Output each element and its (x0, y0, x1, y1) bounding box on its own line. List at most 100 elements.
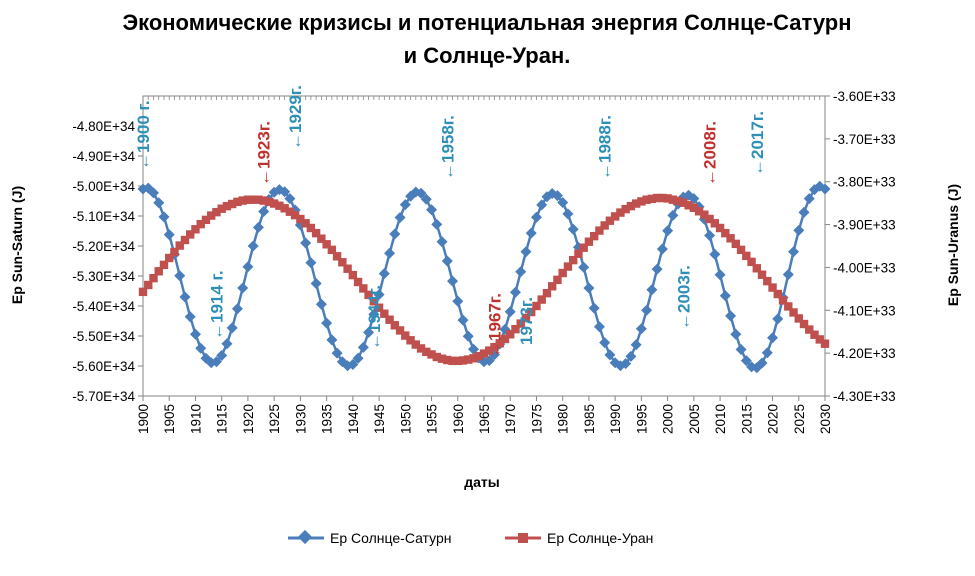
left-y-axis-label: Ep Sun-Saturn (J) (9, 186, 25, 304)
data-point (464, 355, 473, 364)
data-point (348, 270, 358, 280)
x-tick-label: 1955 (425, 404, 440, 434)
data-point (321, 317, 333, 329)
data-point (537, 295, 546, 304)
data-point (567, 223, 579, 235)
left-tick-label: -5.30E+34 (72, 269, 135, 284)
data-point (138, 287, 148, 297)
data-point (411, 340, 420, 349)
data-point (700, 210, 709, 219)
x-tick-label: 1970 (503, 404, 518, 434)
data-point (175, 241, 184, 250)
data-point (778, 296, 788, 305)
data-point (311, 228, 321, 238)
data-point (772, 313, 784, 325)
data-point (331, 347, 343, 359)
data-point (310, 278, 322, 289)
data-point (589, 231, 599, 241)
data-point (694, 207, 704, 216)
left-tick-label: -5.20E+34 (72, 239, 135, 254)
data-point (788, 246, 800, 258)
data-point (709, 248, 721, 260)
data-point (180, 235, 190, 245)
data-point (704, 230, 716, 241)
data-point (530, 211, 542, 223)
data-point (761, 347, 773, 359)
data-point (290, 210, 300, 220)
data-point (369, 297, 379, 306)
data-point (563, 262, 573, 271)
data-point (406, 336, 415, 345)
data-point (389, 228, 401, 240)
series-saturn (137, 180, 831, 374)
data-point (742, 251, 751, 261)
data-point (714, 269, 726, 281)
data-point (588, 302, 600, 314)
data-point (782, 269, 794, 280)
data-point (584, 237, 594, 246)
data-point (793, 224, 805, 236)
data-point (600, 221, 609, 230)
data-point (599, 337, 611, 349)
legend-label-saturn: Ep Солнце-Сатурн (330, 530, 452, 546)
data-point (710, 219, 720, 228)
data-point (322, 240, 331, 249)
data-point (432, 352, 441, 362)
x-tick-label: 1975 (529, 404, 544, 434)
data-point (165, 253, 174, 263)
data-point (401, 331, 410, 340)
data-point (652, 193, 662, 203)
data-point (327, 245, 337, 255)
annotation-label: ←2003г. (674, 265, 693, 330)
data-point (415, 187, 427, 199)
data-point (516, 319, 525, 328)
data-point (506, 330, 515, 339)
data-point (509, 286, 521, 298)
data-point (221, 338, 233, 350)
data-point (158, 211, 170, 223)
x-tick-label: 1945 (372, 404, 387, 434)
data-point (378, 268, 390, 280)
x-tick-label: 1920 (241, 404, 256, 434)
data-point (646, 284, 658, 296)
data-point (815, 335, 824, 344)
data-point (574, 249, 583, 258)
x-tick-label: 1930 (293, 404, 308, 434)
data-point (296, 214, 305, 224)
data-point (798, 206, 810, 218)
data-point (443, 355, 452, 365)
legend-item-saturn: Ep Солнце-Сатурн (288, 529, 452, 546)
data-point (583, 282, 595, 294)
data-point (147, 187, 159, 199)
data-point (399, 199, 411, 211)
right-y-axis: -3.60E+33 -3.70E+33 -3.80E+33 -3.90E+33 -4.0… (824, 89, 896, 404)
data-point (553, 275, 562, 285)
left-tick-label: -5.10E+34 (72, 209, 135, 224)
data-point (805, 325, 814, 334)
data-point (279, 186, 291, 198)
right-tick-label: -4.00E+33 (833, 260, 896, 275)
data-point (222, 201, 232, 211)
x-tick-label: 2010 (713, 404, 728, 434)
data-point (191, 225, 200, 234)
data-point (819, 183, 831, 195)
data-point (207, 211, 216, 220)
data-point (500, 334, 510, 344)
x-tick-label: 1950 (398, 404, 413, 434)
data-point (757, 270, 767, 279)
annotation-label: ←1929г. (286, 85, 305, 150)
data-point (258, 206, 270, 217)
data-point (558, 268, 567, 278)
x-tick-label: 2025 (792, 404, 807, 434)
data-point (457, 314, 469, 326)
data-point (186, 230, 195, 239)
data-point (525, 227, 537, 239)
chart-title-line1: Экономические кризисы и потенциальная эн… (122, 10, 851, 35)
data-point (490, 342, 499, 352)
x-axis-label: даты (464, 474, 500, 490)
data-point (642, 195, 651, 204)
data-point (557, 197, 569, 208)
data-point (799, 319, 809, 329)
data-point (520, 246, 532, 258)
left-y-axis: -4.80E+34 -4.90E+34 -5.00E+34 -5.10E+34 -5.2… (72, 96, 144, 404)
